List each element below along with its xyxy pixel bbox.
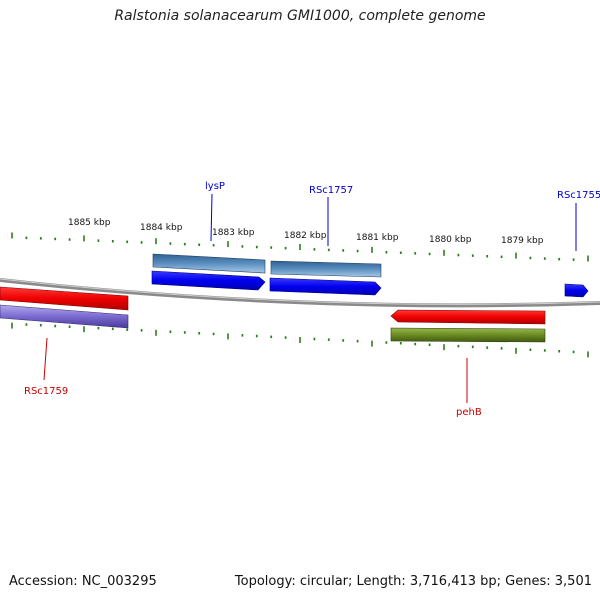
leader-line-lysP <box>210 193 213 242</box>
gene-label-lysP[interactable]: lysP <box>205 181 225 192</box>
scale-ticks-lower <box>11 322 589 358</box>
leader-line-RSc1759 <box>43 337 48 381</box>
cds-arrow-RSc1757[interactable] <box>269 277 382 296</box>
scale-ticks-upper <box>11 232 589 262</box>
map-title: Ralstonia solanacearum GMI1000, complete… <box>114 8 486 24</box>
scale-label-1884: 1884 kbp <box>140 223 183 233</box>
gene-label-RSc1757[interactable]: RSc1757 <box>309 185 353 196</box>
gene-feature-RSc1759[interactable] <box>0 304 129 329</box>
scale-label-1879: 1879 kbp <box>501 236 544 246</box>
scale-label-1885: 1885 kbp <box>68 218 111 228</box>
accession-text: Accession: NC_003295 <box>9 574 157 589</box>
scale-label-1882: 1882 kbp <box>284 231 327 241</box>
gene-feature-lysP[interactable] <box>152 253 266 274</box>
cds-arrow-lysP[interactable] <box>151 270 266 291</box>
scale-label-1880: 1880 kbp <box>429 235 472 245</box>
scale-label-1883: 1883 kbp <box>212 228 255 238</box>
scale-label-1881: 1881 kbp <box>356 233 399 243</box>
genome-backbone <box>0 278 600 308</box>
gene-label-pehB[interactable]: pehB <box>456 407 482 418</box>
gene-feature-RSc1757[interactable] <box>270 260 382 278</box>
cds-arrow-pehB[interactable] <box>390 309 546 325</box>
gene-label-RSc1755[interactable]: RSc1755 <box>557 190 600 201</box>
topology-text: Topology: circular; Length: 3,716,413 bp… <box>234 574 592 589</box>
cds-arrow-RSc1755[interactable] <box>564 283 589 298</box>
gene-feature-pehB[interactable] <box>390 327 546 343</box>
cds-arrow-RSc1759[interactable] <box>0 286 129 311</box>
gene-label-RSc1759[interactable]: RSc1759 <box>24 386 68 397</box>
